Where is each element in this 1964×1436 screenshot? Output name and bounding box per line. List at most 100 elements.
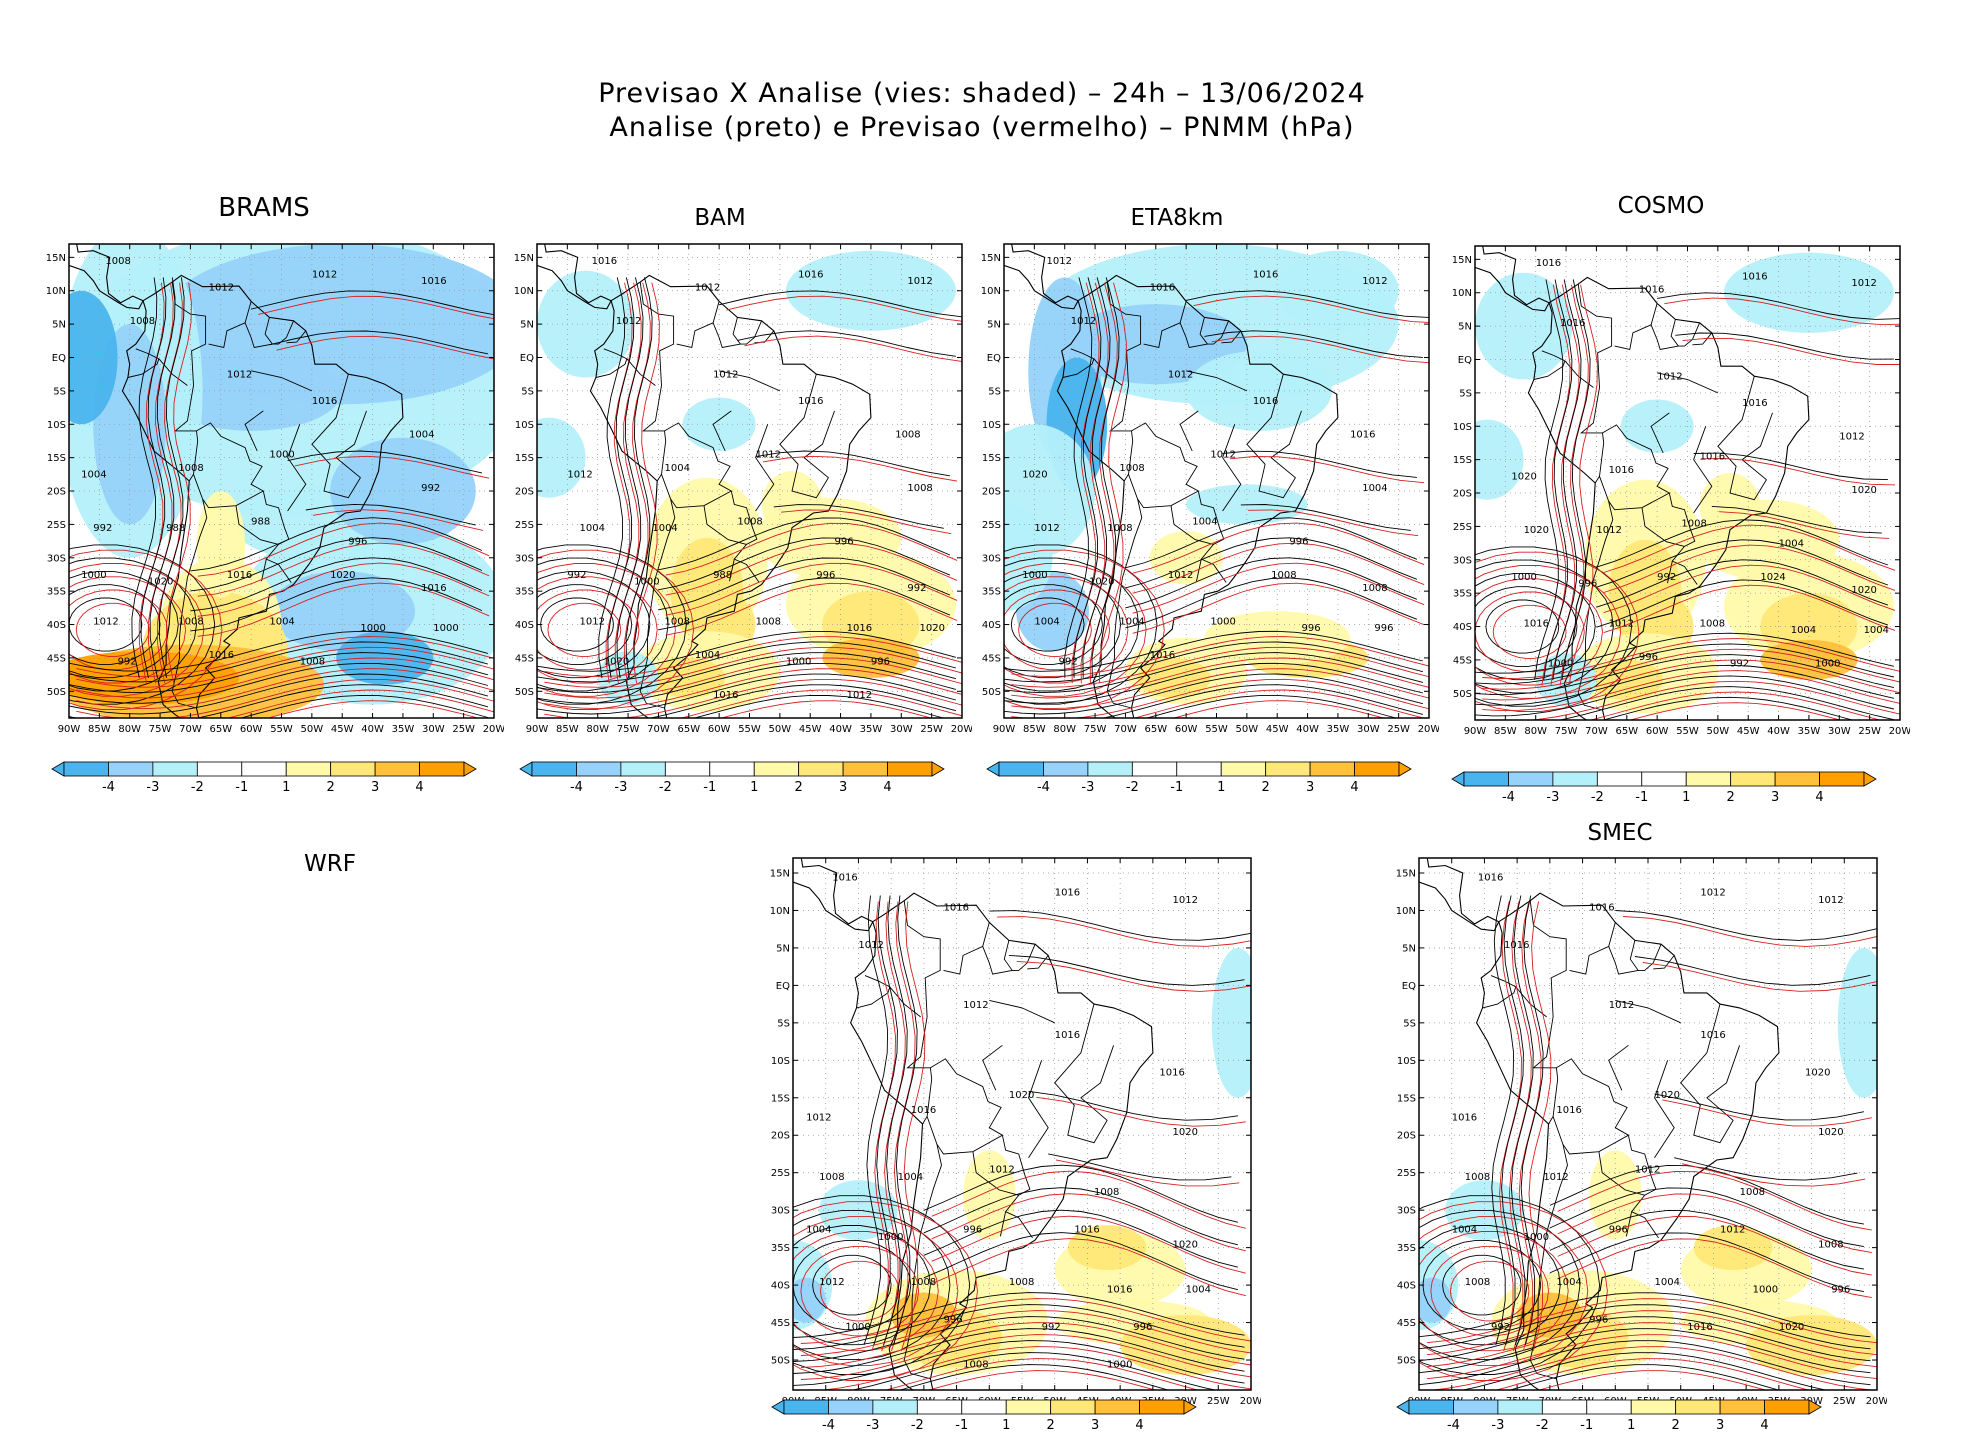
lon-tick-label: 50W — [301, 724, 324, 735]
isobar-label: 1020 — [1172, 1240, 1197, 1251]
country-border — [639, 282, 760, 583]
lon-tick-label: 65W — [677, 724, 700, 735]
country-border — [1106, 282, 1227, 583]
isobar-label: 1008 — [895, 430, 920, 441]
country-border — [989, 999, 1055, 1024]
lat-tick-label: 35S — [771, 1243, 790, 1254]
lat-tick-label: 10S — [515, 420, 534, 431]
country-border — [1614, 303, 1658, 351]
isobar-label: 1016 — [1452, 1112, 1477, 1123]
figure-title-line2: Analise (preto) e Previsao (vermelho) – … — [609, 112, 1355, 143]
lat-tick-label: 25S — [1453, 522, 1472, 533]
isobar-label: 1016 — [1504, 940, 1529, 951]
isobar-label: 1004 — [580, 523, 605, 534]
isobar-label: 1020 — [1511, 472, 1536, 483]
colorbar-tick-label: 3 — [1306, 780, 1314, 794]
lat-tick-label: 30S — [1453, 555, 1472, 566]
isobar-label: 1012 — [1818, 895, 1843, 906]
isobar-label: 1008 — [300, 657, 325, 668]
country-border — [922, 1116, 928, 1125]
isobar-label: 1016 — [1700, 1030, 1725, 1041]
isobar-label: 1012 — [93, 617, 118, 628]
colorbar-tick-label: 3 — [839, 780, 847, 794]
isobar-label: 992 — [567, 570, 586, 581]
bias-shading-area — [1723, 252, 1894, 333]
panel-title-wrf: WRF — [304, 851, 356, 877]
isobar-label: 1016 — [421, 583, 446, 594]
colorbar-tick-label: -1 — [235, 780, 248, 794]
isobar-label: 1016 — [1589, 902, 1614, 913]
isobar-label: 1016 — [1687, 1322, 1712, 1333]
isobar-label: 1012 — [806, 1112, 831, 1123]
lon-tick-label: 45W — [799, 724, 822, 735]
country-border — [982, 1044, 1003, 1091]
lat-tick-label: EQ — [52, 353, 66, 364]
lat-tick-label: 50S — [1397, 1356, 1416, 1367]
lat-tick-label: 15N — [514, 253, 534, 264]
country-border — [703, 505, 747, 545]
isobar-label: 1016 — [1253, 269, 1278, 280]
isobar-label: 1012 — [209, 283, 234, 294]
colorbar-tick-label: -1 — [1170, 780, 1183, 794]
lat-tick-label: 5N — [776, 943, 790, 954]
lat-tick-label: 15N — [770, 868, 790, 879]
country-border — [712, 317, 742, 349]
isobar-label: 1008 — [1700, 619, 1725, 630]
colorbar-tick-label: -2 — [1536, 1418, 1549, 1432]
bias-shading-area — [652, 657, 726, 698]
lat-tick-label: 10N — [46, 286, 66, 297]
bias-shading-area — [1475, 419, 1524, 500]
lon-tick-label: 40W — [829, 724, 852, 735]
isobar-label: 1012 — [1839, 432, 1864, 443]
isobar-label: 1020 — [920, 623, 945, 634]
isobar-label: 1004 — [1119, 617, 1144, 628]
country-border — [626, 358, 656, 386]
country-border — [595, 348, 628, 378]
isobar-label: 1012 — [819, 1277, 844, 1288]
lat-tick-label: 45S — [1397, 1318, 1416, 1329]
isobar-label: 992 — [1491, 1322, 1510, 1333]
country-border — [286, 330, 307, 344]
coastline — [1056, 274, 1339, 718]
lat-tick-label: 15S — [1397, 1093, 1416, 1104]
isobar-label: 1016 — [1560, 318, 1585, 329]
lat-tick-label: 25S — [515, 520, 534, 531]
colorbar-tick-label: 4 — [1815, 790, 1823, 804]
lat-tick-label: 35S — [1397, 1243, 1416, 1254]
lat-tick-label: 50S — [515, 687, 534, 698]
isobar-label: 1020 — [1172, 1127, 1197, 1138]
isobar-label: 1008 — [1362, 583, 1387, 594]
country-border — [656, 474, 662, 482]
isobar-label: 1000 — [1107, 1360, 1132, 1371]
isobar-label: 1020 — [1524, 525, 1549, 536]
isobar-label: 996 — [835, 536, 854, 547]
isobar-label: 1020 — [330, 570, 355, 581]
country-border — [188, 474, 194, 482]
isobar-label: 1016 — [713, 690, 738, 701]
country-border — [719, 370, 781, 392]
isobar-label: 1000 — [1548, 659, 1573, 670]
isobar-label: 1020 — [1779, 1322, 1804, 1333]
colorbar-tick-label: 1 — [1217, 780, 1225, 794]
country-border — [1602, 424, 1670, 494]
isobar-label: 1000 — [360, 623, 385, 634]
isobar-label: 1016 — [1478, 872, 1503, 883]
isobar-label: 1000 — [269, 450, 294, 461]
colorbar-tick-label: -2 — [659, 780, 672, 794]
lat-tick-label: 10S — [771, 1056, 790, 1067]
isobar-label: 1016 — [1055, 887, 1080, 898]
lat-tick-label: 10N — [514, 286, 534, 297]
isobar-label: 1004 — [898, 1172, 923, 1183]
lat-tick-label: 40S — [1453, 622, 1472, 633]
isobar-label: 1012 — [580, 617, 605, 628]
isobar-label: 1012 — [1034, 523, 1059, 534]
lat-tick-label: 5N — [1402, 943, 1416, 954]
lat-tick-label: 35S — [1453, 589, 1472, 600]
isobar-label: 1004 — [1192, 516, 1217, 527]
panel-title-smec: SMEC — [1587, 820, 1653, 846]
lon-tick-label: 20W — [483, 724, 504, 735]
bias-shading-area — [160, 350, 343, 431]
isobar-label: 1012 — [1635, 1165, 1660, 1176]
lon-tick-label: 30W — [422, 724, 445, 735]
lon-tick-label: 25W — [1207, 1396, 1230, 1407]
